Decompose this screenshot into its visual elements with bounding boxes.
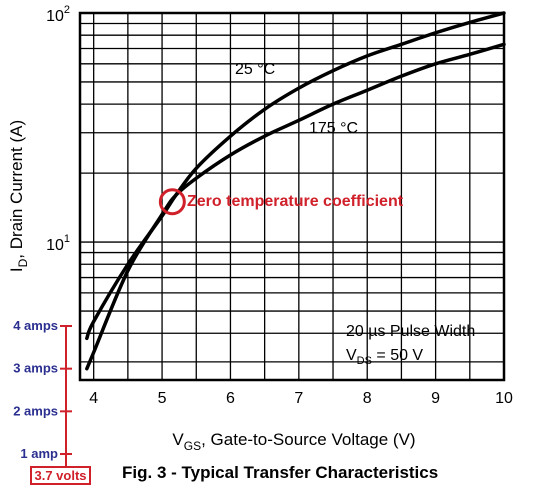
amp-mark-label: 1 amp	[20, 446, 58, 461]
plot-frame	[78, 11, 506, 382]
amp-mark-label: 3 amps	[13, 361, 58, 376]
y-tick-label: 102	[46, 4, 70, 25]
x-axis-title-main: V	[172, 430, 184, 449]
figure-caption: Fig. 3 - Typical Transfer Characteristic…	[122, 463, 438, 482]
threshold-label: 3.7 volts	[34, 468, 86, 483]
amp-mark-label: 2 amps	[13, 403, 58, 418]
series-line-175c	[85, 42, 506, 371]
y-tick-base: 10	[46, 237, 64, 254]
amp-mark-label: 4 amps	[13, 318, 58, 333]
note-pulse-width: 20 µs Pulse Width	[346, 323, 475, 340]
y-axis-title-sub: D	[16, 258, 30, 267]
curve-label-175c: 175 °C	[309, 120, 358, 137]
y-tick-label: 101	[46, 233, 70, 254]
note-vds-sub: DS	[357, 355, 372, 367]
x-tick-label: 6	[226, 390, 235, 407]
x-tick-label: 7	[294, 390, 303, 407]
y-tick-exponent: 2	[64, 4, 70, 16]
x-tick-label: 8	[363, 390, 372, 407]
x-axis-title-sub: GS	[184, 439, 201, 453]
zero-tc-marker-circle	[158, 188, 186, 216]
zero-tc-label: Zero temperature coefficient	[187, 193, 404, 210]
series-line-25c	[85, 11, 506, 341]
x-axis-title: VGS, Gate-to-Source Voltage (V)	[172, 430, 415, 453]
note-vds-rest: = 50 V	[372, 347, 423, 364]
note-vds: VDS = 50 V	[346, 347, 423, 367]
y-axis-title-rest: , Drain Current (A)	[7, 120, 26, 259]
threshold-box	[30, 466, 91, 485]
x-tick-label: 10	[495, 390, 513, 407]
x-tick-label: 9	[431, 390, 440, 407]
y-axis-title-main: I	[7, 267, 26, 272]
note-vds-main: V	[346, 347, 357, 364]
y-tick-exponent: 1	[64, 233, 70, 245]
curve-label-25c: 25 °C	[235, 61, 275, 78]
x-tick-label: 4	[89, 390, 98, 407]
grid-layer	[80, 13, 504, 380]
y-tick-base: 10	[46, 8, 64, 25]
y-axis-title: ID, Drain Current (A)	[7, 120, 30, 272]
annotation-layer: 4 amps 3 amps 2 amps 1 amp	[13, 318, 72, 467]
curve-layer	[85, 11, 506, 371]
x-tick-label: 5	[158, 390, 167, 407]
x-axis-title-rest: , Gate-to-Source Voltage (V)	[201, 430, 416, 449]
